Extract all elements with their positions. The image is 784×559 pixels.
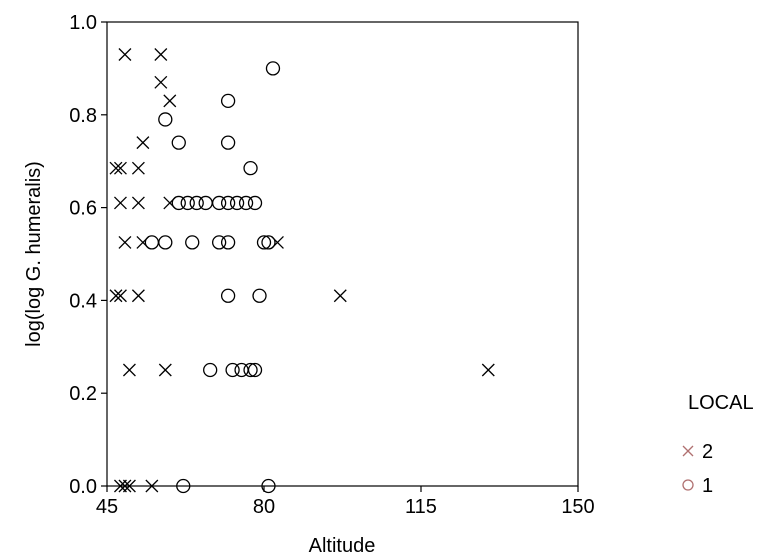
data-point-circle [229, 195, 245, 211]
data-point-cross [109, 161, 123, 175]
legend-marker [682, 479, 694, 491]
data-point-circle [158, 112, 173, 127]
data-point-circle [198, 195, 213, 211]
data-point-cross [118, 479, 132, 493]
data-point-cross [113, 161, 127, 175]
data-point-cross [154, 75, 168, 89]
data-point-circle [220, 235, 236, 250]
data-point-circle [189, 195, 204, 211]
data-point-circle [220, 288, 236, 303]
data-point-cross [113, 289, 127, 303]
data-point-circle [171, 135, 186, 150]
legend-title: LOCAL [688, 392, 754, 414]
data-point-circle [225, 362, 240, 378]
data-point-cross [136, 136, 150, 150]
legend-label: 2 [702, 441, 713, 463]
x-tick-label: 150 [561, 496, 594, 518]
data-point-cross [122, 363, 136, 377]
data-point-circle [247, 362, 263, 378]
x-tick-label: 80 [253, 496, 275, 518]
data-point-circle [265, 61, 281, 76]
data-point-cross [113, 196, 127, 210]
data-point-circle [243, 362, 258, 378]
data-point-circle [211, 195, 227, 211]
data-point-cross [118, 235, 132, 249]
data-points [109, 48, 495, 494]
y-tick-label: 1.0 [69, 12, 97, 34]
y-tick-label: 0.6 [69, 198, 97, 220]
data-point-cross [122, 479, 136, 493]
data-point-circle [247, 195, 263, 211]
data-point-circle [261, 478, 276, 494]
y-tick-label: 0.4 [69, 290, 97, 312]
data-point-circle [252, 288, 267, 303]
y-tick-label: 0.8 [69, 105, 97, 127]
data-point-cross [131, 161, 145, 175]
data-point-circle [238, 195, 254, 211]
data-point-circle [185, 235, 200, 250]
x-tick-label: 115 [405, 496, 437, 518]
data-point-circle [158, 235, 173, 250]
data-point-cross [333, 289, 347, 303]
data-point-cross [131, 289, 145, 303]
legend-marker [682, 445, 694, 457]
data-point-circle [220, 195, 236, 211]
data-point-circle [176, 478, 191, 494]
data-point-cross [131, 196, 145, 210]
plot-frame [106, 21, 579, 487]
legend: LOCAL 2 1 [682, 392, 754, 497]
x-axis-label: Altitude [309, 535, 376, 557]
y-axis-label: log(log G. humeralis) [23, 161, 45, 347]
data-point-cross [163, 94, 177, 108]
data-point-circle [220, 93, 236, 109]
legend-label: 1 [702, 475, 713, 497]
y-axis-ticks: 0.0 0.2 0.4 0.6 0.8 1.0 [69, 12, 107, 498]
x-tick-label: 45 [96, 496, 118, 518]
data-point-circle [171, 195, 186, 211]
data-point-cross [109, 289, 123, 303]
data-point-circle [211, 235, 227, 250]
data-point-cross [481, 363, 495, 377]
data-point-cross [145, 479, 159, 493]
data-point-circle [261, 235, 276, 250]
y-tick-label: 0.2 [69, 383, 97, 405]
y-tick-label: 0.0 [69, 476, 97, 498]
data-point-circle [220, 135, 236, 150]
data-point-circle [144, 235, 160, 250]
data-point-circle [180, 195, 195, 211]
data-point-cross [113, 479, 127, 493]
data-point-cross [118, 48, 132, 61]
data-point-cross [158, 363, 172, 377]
data-point-circle [203, 362, 218, 378]
data-point-cross [154, 48, 168, 61]
data-point-circle [256, 235, 272, 250]
data-point-circle [243, 161, 258, 176]
x-axis-ticks: 45 80 115 150 [96, 486, 595, 518]
